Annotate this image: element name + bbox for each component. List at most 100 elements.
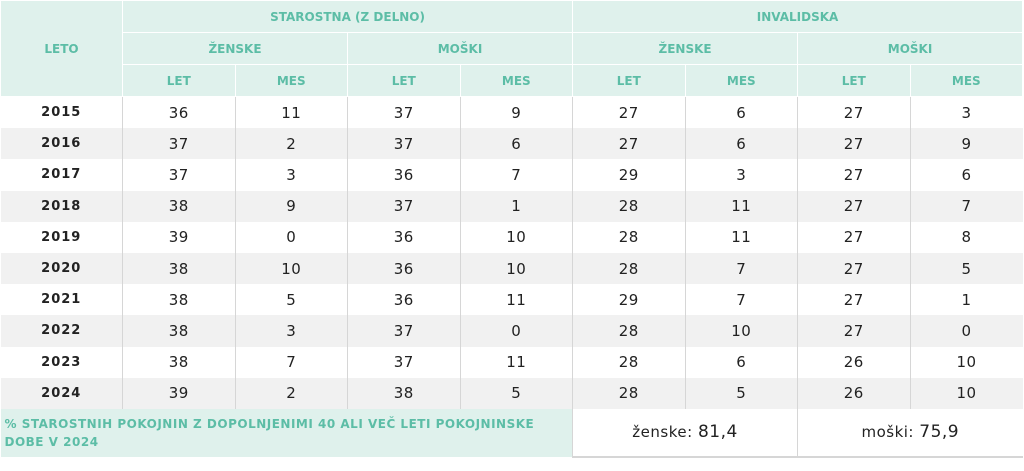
- value-cell: 3: [684, 159, 798, 191]
- value-cell: 6: [684, 346, 798, 378]
- value-cell: 5: [234, 284, 348, 316]
- value-cell: 2: [234, 128, 348, 160]
- value-cell: 36: [122, 96, 235, 129]
- table-row: 2019 39 0 36 10 28 11 27 8: [1, 221, 1023, 253]
- value-cell: 36: [347, 221, 460, 253]
- footer-women: ženske: 81,4: [572, 408, 798, 458]
- year-cell: 2020: [0, 252, 123, 285]
- value-cell: 11: [684, 190, 798, 222]
- value-cell: 7: [684, 284, 798, 316]
- footer-label: % STAROSTNIH POKOJNIN Z DOPOLNJENIMI 40 …: [0, 408, 573, 457]
- value-cell: 28: [572, 252, 686, 285]
- table-row: 2016 37 2 37 6 27 6 27 9: [0, 128, 1023, 160]
- footer-men-value: 75,9: [919, 422, 960, 443]
- header-unit: MES: [234, 64, 348, 97]
- value-cell: 10: [909, 346, 1023, 378]
- value-cell: 38: [347, 377, 460, 409]
- value-cell: 9: [234, 190, 348, 222]
- value-cell: 36: [347, 284, 460, 316]
- value-cell: 37: [122, 128, 235, 160]
- year-cell: 2019: [41, 229, 82, 245]
- value-cell: 38: [122, 252, 235, 285]
- value-cell: 28: [572, 221, 686, 253]
- value-cell: 26: [797, 346, 911, 378]
- header-group-invalidska: INVALIDSKA: [572, 0, 1024, 33]
- value-cell: 6: [909, 159, 1023, 191]
- value-cell: 27: [797, 221, 911, 253]
- year-cell: 2023: [41, 354, 82, 370]
- value-cell: 7: [684, 252, 798, 285]
- year-cell: 2024: [0, 377, 123, 409]
- value-cell: 1: [459, 190, 573, 222]
- header-unit: MES: [684, 64, 799, 97]
- year-cell: 2018: [0, 190, 123, 222]
- year-cell: 2016: [0, 128, 123, 160]
- value-cell: 3: [234, 315, 348, 347]
- value-cell: 38: [122, 315, 235, 347]
- value-cell: 6: [684, 96, 798, 129]
- value-cell: 39: [122, 221, 235, 253]
- value-cell: 0: [459, 315, 573, 347]
- value-cell: 37: [347, 128, 460, 160]
- value-cell: 3: [234, 159, 348, 191]
- table-row: 2022 38 3 37 0 28 10 27 0: [0, 315, 1023, 347]
- value-cell: 37: [347, 315, 460, 347]
- value-cell: 10: [234, 252, 348, 285]
- table-row: 2021 38 5 36 11 29 7 27 1: [1, 284, 1023, 316]
- value-cell: 11: [459, 284, 573, 316]
- value-cell: 38: [122, 190, 235, 222]
- value-cell: 27: [797, 128, 911, 160]
- value-cell: 3: [909, 96, 1023, 129]
- table-row: 2020 38 10 36 10 28 7 27 5: [0, 252, 1023, 285]
- value-cell: 7: [459, 159, 573, 191]
- value-cell: 27: [572, 96, 686, 129]
- value-cell: 27: [797, 159, 911, 191]
- value-cell: 10: [459, 221, 573, 253]
- value-cell: 10: [459, 252, 573, 285]
- header-unit: MES: [909, 64, 1024, 97]
- value-cell: 6: [459, 128, 573, 160]
- value-cell: 37: [347, 346, 460, 378]
- footer-men: moški: 75,9: [797, 408, 1023, 458]
- year-cell: 2017: [41, 167, 82, 183]
- value-cell: 5: [459, 377, 573, 409]
- table-row: 2024 39 2 38 5 28 5 26 10: [0, 377, 1023, 409]
- value-cell: 10: [684, 315, 798, 347]
- value-cell: 28: [572, 190, 686, 222]
- value-cell: 5: [909, 252, 1023, 285]
- table-row: 2017 37 3 36 7 29 3 27 6: [1, 159, 1023, 191]
- header-sex: ŽENSKE: [122, 32, 348, 65]
- header-leto: LETO: [0, 0, 123, 97]
- header-unit: LET: [797, 64, 911, 97]
- value-cell: 29: [572, 284, 686, 316]
- value-cell: 11: [459, 346, 573, 378]
- value-cell: 26: [797, 377, 911, 409]
- header-group-starostna: STAROSTNA (Z DELNO): [121, 0, 574, 33]
- year-cell: 2022: [0, 315, 123, 347]
- value-cell: 27: [797, 96, 911, 129]
- header-sex: MOŠKI: [346, 32, 574, 65]
- header-sex: MOŠKI: [797, 32, 1024, 65]
- value-cell: 8: [909, 221, 1023, 253]
- value-cell: 38: [122, 284, 235, 316]
- year-cell: 2015: [41, 105, 82, 121]
- value-cell: 27: [797, 252, 911, 285]
- value-cell: 27: [797, 315, 911, 347]
- value-cell: 11: [234, 96, 348, 129]
- value-cell: 39: [122, 377, 235, 409]
- value-cell: 10: [909, 377, 1023, 409]
- pension-age-table: LETO STAROSTNA (Z DELNO) INVALIDSKA ŽENS…: [0, 0, 1024, 458]
- header-unit: LET: [572, 64, 686, 97]
- value-cell: 36: [347, 159, 460, 191]
- footer-men-label: moški:: [861, 423, 914, 442]
- value-cell: 1: [909, 284, 1023, 316]
- footer-women-value: 81,4: [697, 422, 738, 443]
- value-cell: 37: [347, 96, 460, 129]
- value-cell: 28: [572, 346, 686, 378]
- value-cell: 27: [797, 190, 911, 222]
- value-cell: 28: [572, 377, 686, 409]
- value-cell: 7: [909, 190, 1023, 222]
- value-cell: 28: [572, 315, 686, 347]
- table-row: 2018 38 9 37 1 28 11 27 7: [0, 190, 1023, 222]
- value-cell: 2: [234, 377, 348, 409]
